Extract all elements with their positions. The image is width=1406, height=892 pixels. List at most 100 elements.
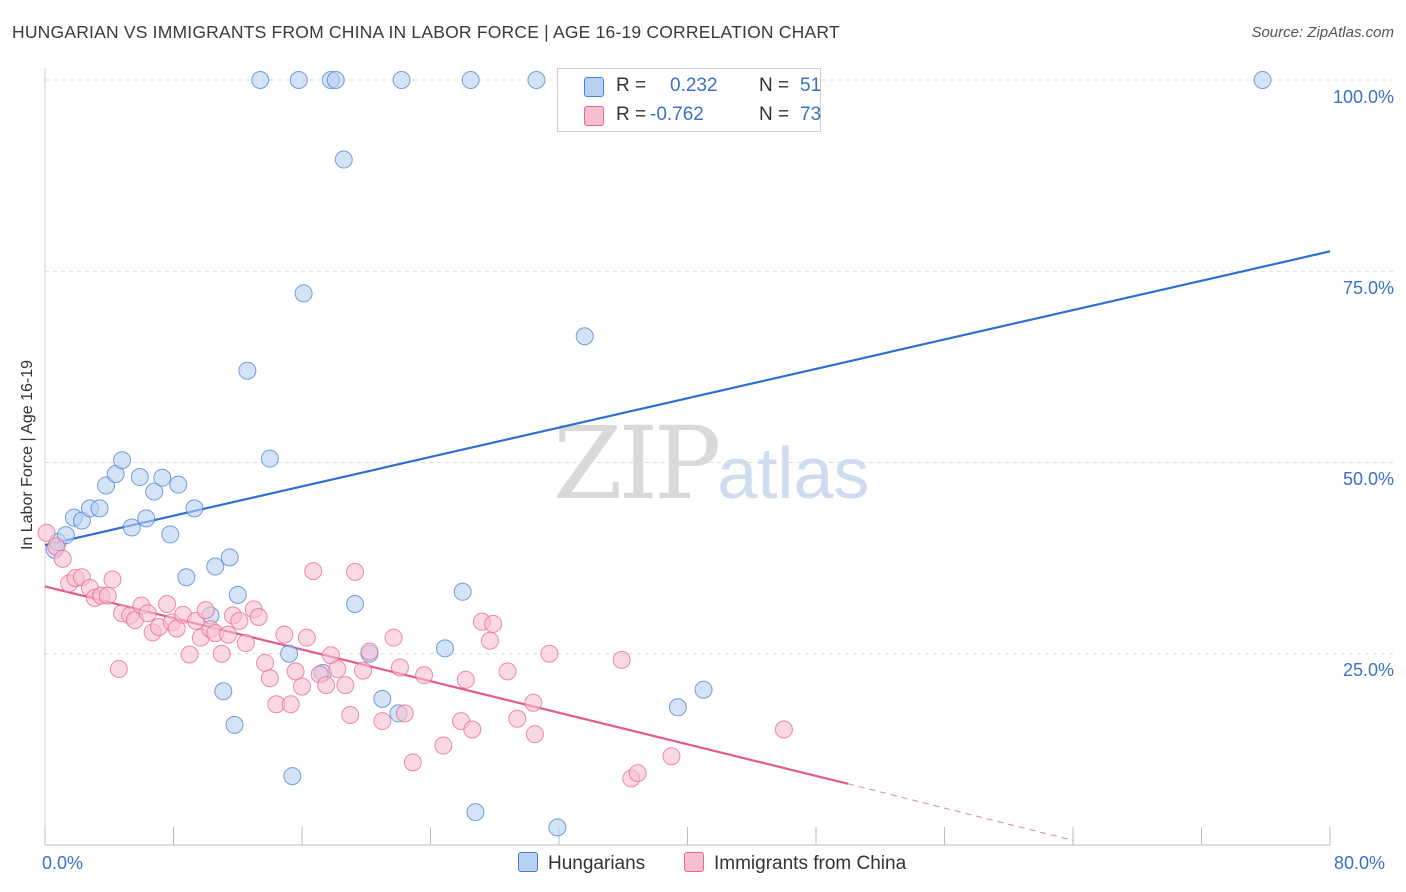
point-hungarians: [260, 449, 279, 468]
y-axis-label: In Labor Force | Age 16-19: [19, 359, 36, 551]
point-immigrants-china: [774, 720, 793, 739]
point-hungarians: [466, 803, 485, 822]
point-immigrants-china: [612, 650, 631, 669]
point-hungarians: [283, 767, 302, 786]
point-immigrants-china: [403, 753, 422, 772]
trend-lines: [44, 250, 1331, 841]
r-label: R =: [616, 104, 647, 125]
chart-title: HUNGARIAN VS IMMIGRANTS FROM CHINA IN LA…: [12, 22, 840, 42]
legend-item-hungarians: Hungarians: [518, 852, 645, 875]
point-immigrants-china: [395, 704, 414, 723]
trend-line-hungarians: [44, 250, 1331, 547]
point-hungarians: [527, 71, 546, 89]
point-immigrants-china: [341, 705, 360, 724]
point-hungarians: [326, 71, 345, 89]
point-immigrants-china: [525, 725, 544, 744]
watermark-atlas: atlas: [717, 434, 870, 514]
point-immigrants-china: [196, 601, 215, 620]
point-immigrants-china: [463, 720, 482, 739]
y-tick-label-50: 50.0%: [1342, 469, 1394, 489]
point-immigrants-china: [628, 764, 647, 783]
point-immigrants-china: [138, 604, 157, 623]
trend-extension-immigrants-china: [848, 783, 1074, 841]
point-hungarians: [122, 518, 141, 537]
r-value: 0.232: [670, 75, 718, 96]
swatch-pink: [584, 106, 604, 126]
point-hungarians: [113, 451, 132, 470]
point-hungarians: [280, 644, 299, 663]
r-value: -0.762: [650, 104, 704, 125]
point-hungarians: [548, 818, 567, 837]
point-hungarians: [90, 499, 109, 518]
point-immigrants-china: [336, 676, 355, 695]
point-hungarians: [130, 468, 149, 487]
point-hungarians: [435, 639, 454, 658]
point-hungarians: [161, 525, 180, 544]
point-immigrants-china: [346, 562, 365, 581]
legend-item-china: Immigrants from China: [684, 852, 906, 875]
point-hungarians: [228, 585, 247, 604]
point-immigrants-china: [456, 670, 475, 689]
point-immigrants-china: [434, 736, 453, 755]
point-hungarians: [238, 361, 257, 380]
point-hungarians: [294, 284, 313, 303]
point-immigrants-china: [249, 608, 268, 627]
point-immigrants-china: [53, 549, 72, 568]
n-value: 51: [800, 75, 822, 96]
point-immigrants-china: [360, 642, 379, 661]
point-immigrants-china: [286, 662, 305, 681]
point-immigrants-china: [212, 644, 231, 663]
point-hungarians: [177, 568, 196, 587]
point-hungarians: [56, 526, 75, 545]
point-hungarians: [334, 150, 353, 169]
point-hungarians: [668, 698, 687, 717]
point-hungarians: [97, 476, 116, 495]
point-immigrants-china: [103, 570, 122, 589]
point-hungarians: [373, 689, 392, 708]
point-immigrants-china: [480, 631, 499, 650]
legend-label-china: Immigrants from China: [714, 853, 907, 874]
point-hungarians: [185, 499, 204, 518]
point-immigrants-china: [662, 747, 681, 766]
point-immigrants-china: [498, 662, 517, 681]
point-immigrants-china: [180, 645, 199, 664]
point-immigrants-china: [275, 625, 294, 644]
source-label: Source: ZipAtlas.com: [1251, 24, 1394, 41]
point-immigrants-china: [540, 644, 559, 663]
n-label: N =: [759, 104, 790, 125]
point-immigrants-china: [317, 676, 336, 695]
point-hungarians: [453, 582, 472, 601]
point-immigrants-china: [354, 661, 373, 680]
point-hungarians: [214, 682, 233, 701]
point-immigrants-china: [384, 628, 403, 647]
y-tick-label-25: 25.0%: [1342, 660, 1394, 680]
point-immigrants-china: [281, 695, 300, 714]
point-hungarians: [220, 548, 239, 567]
point-immigrants-china: [109, 660, 128, 679]
point-hungarians: [153, 468, 172, 487]
point-immigrants-china: [260, 669, 279, 688]
data-points: [37, 71, 1272, 837]
trend-line-immigrants-china: [44, 585, 849, 785]
point-immigrants-china: [230, 611, 249, 630]
x-tick-label-min: 0.0%: [42, 853, 84, 873]
stats-legend: R = 0.232 N = 51 R = -0.762 N = 73: [557, 68, 821, 132]
point-hungarians: [145, 482, 164, 501]
point-hungarians: [251, 71, 270, 89]
legend-swatch-pink: [684, 852, 704, 872]
point-hungarians: [206, 557, 225, 576]
point-hungarians: [137, 509, 156, 528]
point-immigrants-china: [415, 666, 434, 685]
point-immigrants-china: [328, 660, 347, 679]
point-hungarians: [225, 715, 244, 734]
point-immigrants-china: [37, 523, 56, 542]
r-label: R =: [616, 75, 647, 96]
point-hungarians: [289, 71, 308, 89]
point-hungarians: [694, 680, 713, 699]
watermark: ZIPatlas: [553, 405, 869, 522]
point-immigrants-china: [390, 658, 409, 677]
point-immigrants-china: [484, 614, 503, 633]
legend-swatch-blue: [518, 852, 538, 872]
n-label: N =: [759, 75, 790, 96]
point-hungarians: [461, 71, 480, 89]
